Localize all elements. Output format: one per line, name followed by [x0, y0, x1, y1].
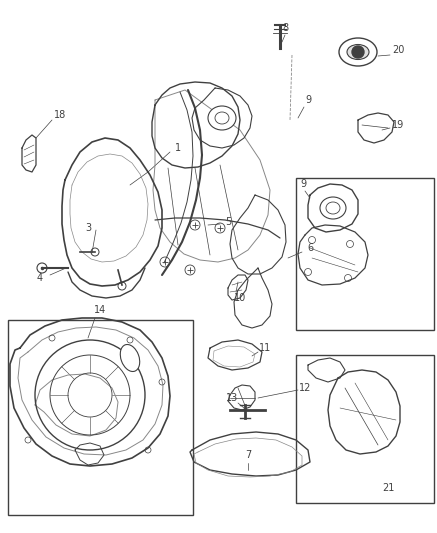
- Text: 20: 20: [392, 45, 404, 55]
- Ellipse shape: [320, 197, 346, 219]
- Text: 1: 1: [175, 143, 181, 153]
- Bar: [296, 178, 434, 330]
- Text: 19: 19: [392, 120, 404, 130]
- Text: 10: 10: [234, 293, 246, 303]
- Bar: [8, 320, 193, 515]
- Text: 21: 21: [382, 483, 394, 493]
- Text: 3: 3: [85, 223, 91, 233]
- Text: 12: 12: [299, 383, 311, 393]
- Ellipse shape: [215, 112, 229, 124]
- Text: 9: 9: [305, 95, 311, 105]
- Text: 4: 4: [37, 273, 43, 283]
- Text: 6: 6: [307, 243, 313, 253]
- Text: 13: 13: [226, 393, 238, 403]
- Ellipse shape: [326, 202, 340, 214]
- Text: 7: 7: [245, 450, 251, 460]
- Bar: [296, 355, 434, 503]
- Text: 9: 9: [300, 179, 306, 189]
- Text: 18: 18: [54, 110, 66, 120]
- Circle shape: [352, 46, 364, 58]
- Text: 11: 11: [259, 343, 271, 353]
- Ellipse shape: [120, 344, 140, 372]
- Text: 5: 5: [225, 217, 231, 227]
- Ellipse shape: [208, 106, 236, 130]
- Ellipse shape: [339, 38, 377, 66]
- Text: 8: 8: [282, 23, 288, 33]
- Ellipse shape: [347, 44, 369, 60]
- Text: 14: 14: [94, 305, 106, 315]
